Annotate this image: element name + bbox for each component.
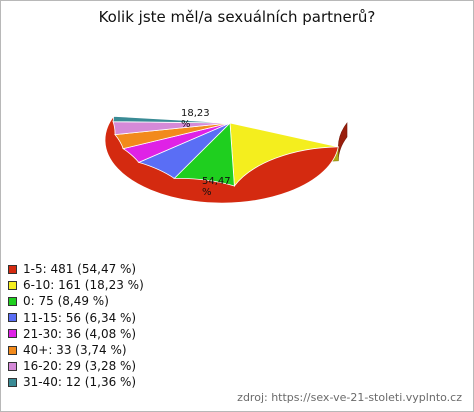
legend-item-6-10: 6-10: 161 (18,23 %)	[8, 277, 144, 293]
source-note: zdroj: https://sex-ve-21-stoleti.vyplnto…	[237, 391, 462, 404]
legend-item-31-40: 31-40: 12 (1,36 %)	[8, 374, 144, 390]
legend-item-40+: 40+: 33 (3,74 %)	[8, 342, 144, 358]
legend-swatch	[8, 313, 17, 323]
legend-swatch	[8, 377, 17, 387]
legend-swatch	[8, 329, 17, 339]
legend-label: 21-30: 36 (4,08 %)	[23, 326, 137, 341]
legend-label: 1-5: 481 (54,47 %)	[23, 262, 137, 277]
slice-label-6-10-sign: %	[181, 119, 191, 130]
pie-slice-6-10[interactable]	[229, 122, 339, 188]
pie-top	[104, 115, 339, 204]
pie-slice-31-40[interactable]	[112, 115, 231, 124]
legend-swatch	[8, 280, 17, 290]
legend-label: 0: 75 (8,49 %)	[23, 294, 109, 309]
legend-item-21-30: 21-30: 36 (4,08 %)	[8, 326, 144, 342]
legend-swatch	[8, 345, 17, 355]
legend-label: 31-40: 12 (1,36 %)	[23, 375, 137, 390]
slice-label-1-5-sign: %	[202, 187, 212, 198]
slice-label-1-5: 54,47 %	[202, 176, 231, 198]
slice-label-1-5-value: 54,47	[202, 176, 231, 187]
legend: 1-5: 481 (54,47 %) 6-10: 161 (18,23 %) 0: …	[8, 261, 144, 391]
slice-label-6-10-value: 18,23	[181, 108, 210, 119]
legend-label: 40+: 33 (3,74 %)	[23, 343, 127, 358]
legend-swatch	[8, 264, 17, 274]
legend-label: 11-15: 56 (6,34 %)	[23, 310, 137, 325]
legend-swatch	[8, 296, 17, 306]
legend-item-16-20: 16-20: 29 (3,28 %)	[8, 358, 144, 374]
legend-swatch	[8, 361, 17, 371]
legend-item-1-5: 1-5: 481 (54,47 %)	[8, 261, 144, 277]
legend-item-0: 0: 75 (8,49 %)	[8, 293, 144, 309]
legend-label: 6-10: 161 (18,23 %)	[23, 278, 144, 293]
pie-side-1-5	[338, 122, 348, 161]
slice-label-6-10: 18,23 %	[181, 108, 210, 130]
legend-label: 16-20: 29 (3,28 %)	[23, 359, 137, 374]
chart-title: Kolik jste měl/a sexuálních partnerů?	[98, 8, 376, 26]
legend-item-11-15: 11-15: 56 (6,34 %)	[8, 310, 144, 326]
